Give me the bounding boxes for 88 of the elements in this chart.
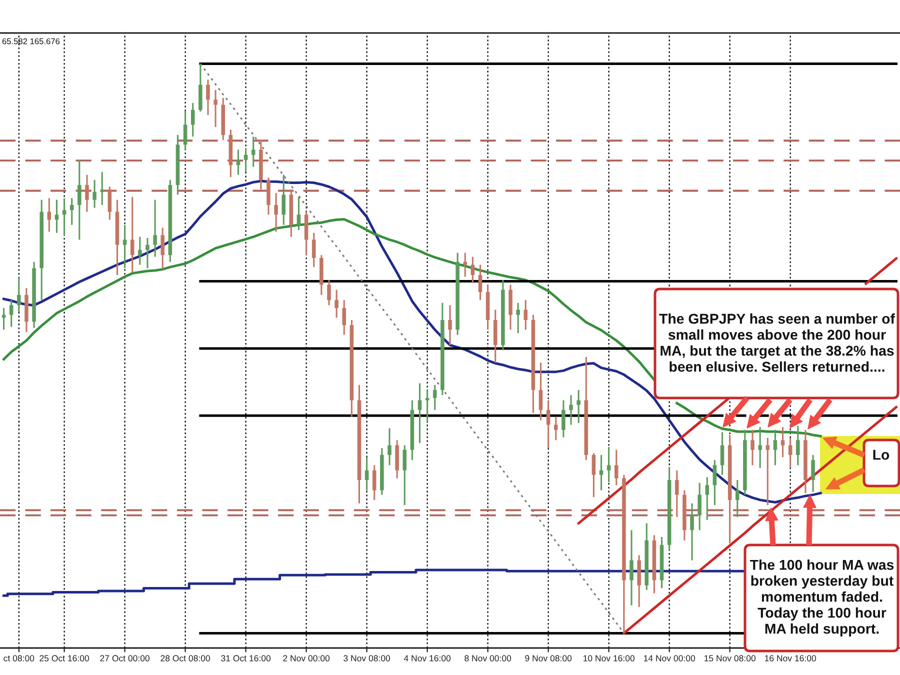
x-tick-label: 10 Nov 16:00 bbox=[583, 655, 635, 662]
candlestick bbox=[130, 196, 134, 273]
candlestick bbox=[524, 299, 528, 330]
candlestick bbox=[538, 362, 543, 421]
candlestick bbox=[432, 384, 437, 411]
x-tick-label: 9 Nov 08:00 bbox=[525, 655, 572, 662]
x-tick-label: 15 Nov 08:00 bbox=[704, 655, 756, 662]
candlestick bbox=[274, 192, 278, 232]
candlestick bbox=[138, 236, 142, 266]
candlestick bbox=[251, 136, 256, 168]
candlestick bbox=[720, 431, 724, 476]
candlestick bbox=[236, 148, 240, 176]
candlestick bbox=[705, 476, 710, 521]
candlestick bbox=[758, 426, 762, 469]
x-tick-label: 4 Nov 16:00 bbox=[404, 655, 451, 662]
candlestick bbox=[372, 464, 376, 501]
candlestick bbox=[62, 197, 66, 236]
candlestick bbox=[630, 529, 634, 606]
candlestick bbox=[312, 232, 316, 268]
x-tick-label: 3 Nov 08:00 bbox=[344, 655, 390, 662]
candlestick bbox=[516, 302, 520, 334]
x-tick-label: 16 Nov 16:00 bbox=[764, 655, 816, 662]
x-tick-label: 8 Nov 00:00 bbox=[464, 655, 512, 662]
candlestick bbox=[9, 299, 14, 328]
candlestick bbox=[780, 426, 785, 458]
candlestick bbox=[766, 437, 770, 506]
candlestick bbox=[214, 89, 218, 128]
candlestick bbox=[478, 264, 482, 301]
candlestick bbox=[153, 199, 157, 258]
candlestick bbox=[183, 110, 188, 150]
candlestick bbox=[108, 186, 112, 221]
candlestick bbox=[402, 444, 407, 506]
text: 65.582 165.676 bbox=[2, 38, 60, 44]
candlestick bbox=[54, 199, 59, 234]
candlestick bbox=[364, 456, 369, 492]
candlestick bbox=[448, 304, 452, 346]
x-tick-label: 25 Oct 16:00 bbox=[40, 655, 89, 662]
candlestick bbox=[17, 277, 21, 313]
candlestick bbox=[690, 502, 694, 562]
candlestick bbox=[92, 179, 96, 209]
candlestick bbox=[788, 437, 792, 469]
candlestick bbox=[146, 237, 150, 269]
x-tick-label: 27 Oct 00:00 bbox=[100, 655, 150, 662]
annotation: The GBPJPY has seen a number of small moves above the 200 hour MA, but the target at the 38.2% has been elusive. Sellers returned.... bbox=[659, 313, 895, 372]
candlestick bbox=[773, 429, 778, 466]
candlestick bbox=[576, 389, 580, 424]
x-tick-label: ct 08:00 bbox=[4, 655, 34, 662]
candlestick bbox=[342, 299, 346, 336]
candlestick bbox=[614, 449, 618, 486]
candlestick bbox=[562, 400, 566, 438]
candlestick bbox=[425, 389, 430, 424]
candlestick bbox=[796, 425, 800, 466]
x-tick-label: 14 Nov 00:00 bbox=[644, 655, 696, 662]
candlestick bbox=[599, 454, 604, 492]
candlestick bbox=[675, 470, 679, 518]
candlestick bbox=[418, 382, 422, 444]
candlestick bbox=[546, 400, 550, 449]
candlestick bbox=[554, 416, 558, 441]
candlestick bbox=[122, 224, 127, 269]
x-tick-label: 2 Nov 00:00 bbox=[283, 655, 330, 662]
candlestick bbox=[47, 197, 52, 232]
candlestick bbox=[244, 147, 248, 173]
candlestick bbox=[160, 226, 164, 270]
candlestick bbox=[85, 174, 89, 213]
candlestick bbox=[282, 174, 286, 226]
candlestick bbox=[190, 102, 195, 138]
candlestick bbox=[736, 479, 740, 518]
candlestick bbox=[569, 394, 573, 426]
annotation: The 100 hour MA was broken yesterday but momentum faded. Today the 100 hour MA held support. bbox=[750, 559, 894, 637]
candlestick bbox=[78, 159, 82, 240]
candlestick bbox=[470, 256, 475, 284]
candlestick bbox=[592, 452, 596, 498]
candlestick bbox=[70, 197, 74, 226]
x-tick-label: 31 Oct 16:00 bbox=[221, 655, 271, 662]
candlestick bbox=[606, 446, 611, 484]
candlestick bbox=[463, 252, 468, 278]
candlestick bbox=[327, 279, 331, 306]
annotation: Lo bbox=[873, 450, 890, 460]
candlestick bbox=[811, 454, 815, 493]
candlestick bbox=[388, 427, 392, 466]
candlestick bbox=[206, 78, 210, 116]
candlestick bbox=[698, 482, 702, 531]
x-tick-label: 28 Oct 08:00 bbox=[160, 655, 210, 662]
candlestick bbox=[750, 429, 754, 466]
candlestick bbox=[712, 459, 717, 506]
candlestick bbox=[100, 171, 104, 206]
candlestick bbox=[334, 289, 338, 318]
candlestick bbox=[296, 196, 301, 231]
